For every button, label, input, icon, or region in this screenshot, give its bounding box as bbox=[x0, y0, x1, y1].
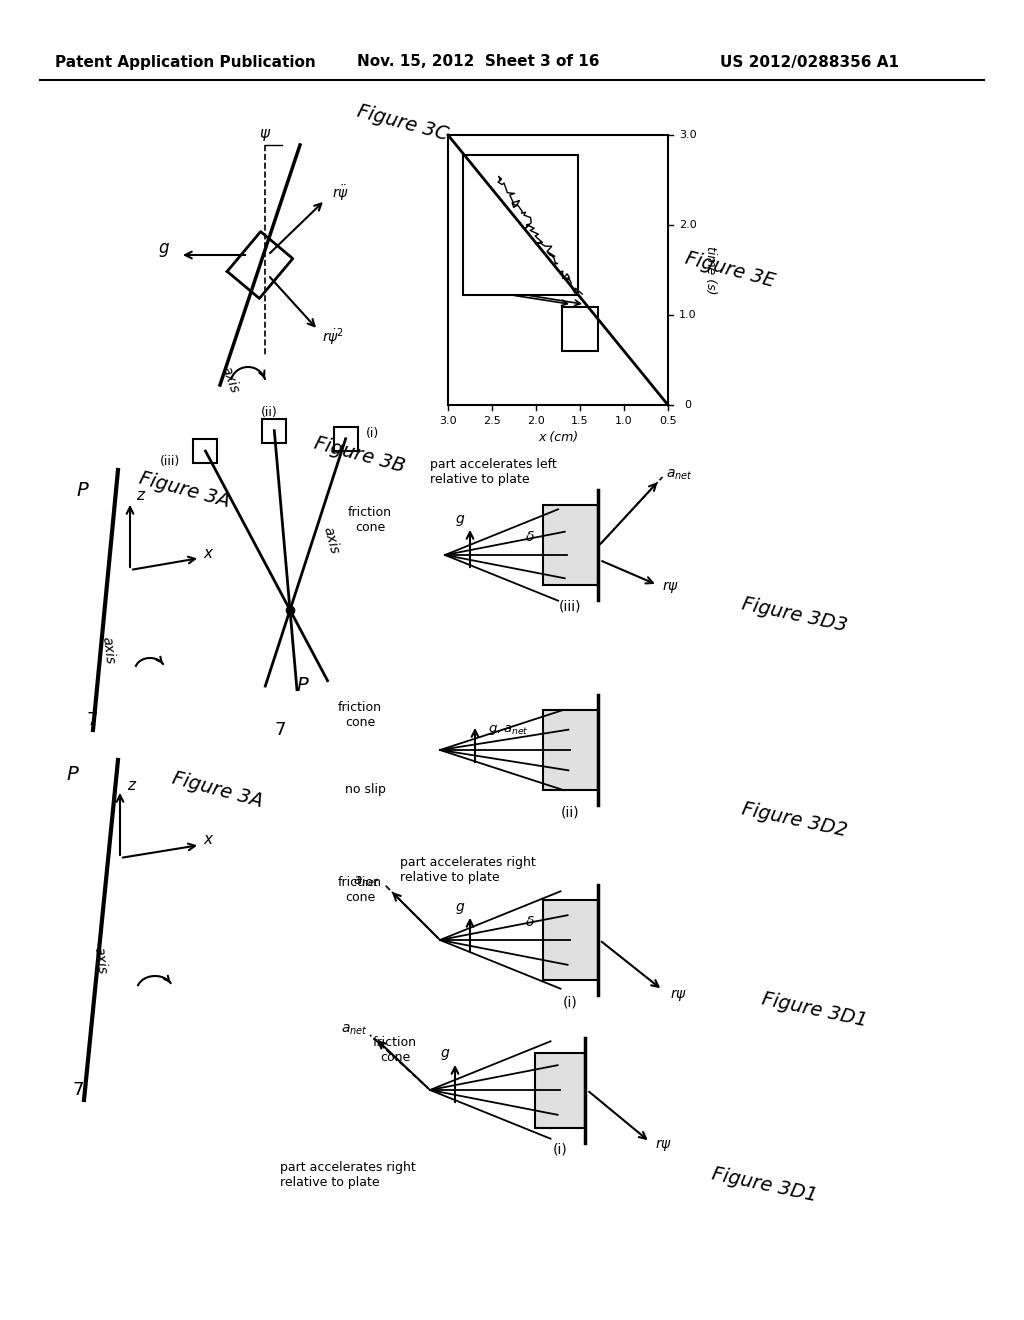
Polygon shape bbox=[543, 900, 597, 979]
Text: Figure 3B: Figure 3B bbox=[312, 434, 408, 477]
Text: P: P bbox=[297, 676, 308, 696]
Text: 0: 0 bbox=[684, 400, 691, 411]
Text: Figure 3D1: Figure 3D1 bbox=[710, 1164, 819, 1205]
Text: (iii): (iii) bbox=[559, 601, 582, 614]
Text: 2.0: 2.0 bbox=[679, 220, 697, 230]
Text: z: z bbox=[127, 777, 135, 792]
Text: 0.5: 0.5 bbox=[659, 416, 677, 426]
Text: $\delta$: $\delta$ bbox=[525, 915, 535, 929]
Text: axis: axis bbox=[99, 635, 117, 665]
Text: (ii): (ii) bbox=[261, 407, 278, 420]
Text: (i): (i) bbox=[366, 428, 379, 441]
Text: 2.0: 2.0 bbox=[527, 416, 545, 426]
Text: (i): (i) bbox=[562, 995, 578, 1008]
Text: 7: 7 bbox=[73, 1081, 84, 1100]
Text: x: x bbox=[204, 545, 213, 561]
Text: $\psi$: $\psi$ bbox=[259, 127, 271, 143]
Text: 2.5: 2.5 bbox=[483, 416, 501, 426]
Text: axis: axis bbox=[321, 525, 341, 556]
Text: $r\ddot{\psi}$: $r\ddot{\psi}$ bbox=[332, 183, 349, 203]
Polygon shape bbox=[535, 1052, 585, 1127]
Text: 7: 7 bbox=[86, 711, 97, 729]
Text: (ii): (ii) bbox=[561, 805, 580, 818]
Text: 3.0: 3.0 bbox=[439, 416, 457, 426]
Text: P: P bbox=[76, 480, 88, 499]
Text: axis: axis bbox=[91, 945, 109, 974]
Text: $r\psi$: $r\psi$ bbox=[655, 1137, 672, 1152]
Text: $r\psi$: $r\psi$ bbox=[670, 987, 686, 1003]
Text: $r\psi$: $r\psi$ bbox=[663, 579, 680, 595]
Text: axis: axis bbox=[219, 364, 242, 396]
Polygon shape bbox=[543, 710, 597, 789]
Text: $g$: $g$ bbox=[455, 900, 465, 916]
Text: Figure 3D3: Figure 3D3 bbox=[740, 594, 849, 635]
Text: Figure 3E: Figure 3E bbox=[683, 249, 777, 292]
Text: Figure 3C: Figure 3C bbox=[355, 102, 451, 144]
Text: Figure 3D1: Figure 3D1 bbox=[760, 990, 869, 1031]
Text: Figure 3A: Figure 3A bbox=[170, 768, 265, 812]
Text: $a_{net}$: $a_{net}$ bbox=[341, 1023, 368, 1038]
Text: z: z bbox=[136, 487, 144, 503]
Text: friction
cone: friction cone bbox=[338, 701, 382, 729]
Text: part accelerates right
relative to plate: part accelerates right relative to plate bbox=[400, 855, 536, 884]
Text: part accelerates left
relative to plate: part accelerates left relative to plate bbox=[430, 458, 557, 486]
Text: $r\dot{\psi}^2$: $r\dot{\psi}^2$ bbox=[322, 326, 344, 347]
Text: Figure 3D2: Figure 3D2 bbox=[740, 800, 849, 841]
Text: friction
cone: friction cone bbox=[373, 1036, 417, 1064]
Text: Patent Application Publication: Patent Application Publication bbox=[54, 54, 315, 70]
Text: (i): (i) bbox=[553, 1143, 567, 1156]
Text: part accelerates right
relative to plate: part accelerates right relative to plate bbox=[280, 1162, 416, 1189]
Text: (iii): (iii) bbox=[160, 454, 180, 467]
Text: $a_{net}$: $a_{net}$ bbox=[353, 875, 380, 890]
Polygon shape bbox=[543, 506, 597, 585]
Text: 1.5: 1.5 bbox=[571, 416, 589, 426]
Text: $g$: $g$ bbox=[440, 1048, 451, 1063]
Text: 1.0: 1.0 bbox=[615, 416, 633, 426]
Text: $g, a_{net}$: $g, a_{net}$ bbox=[488, 723, 528, 737]
Text: $a_{net}$: $a_{net}$ bbox=[666, 467, 692, 482]
Text: x: x bbox=[204, 833, 213, 847]
Text: friction
cone: friction cone bbox=[348, 506, 392, 535]
Text: 1.0: 1.0 bbox=[679, 310, 696, 319]
Text: Figure 3A: Figure 3A bbox=[137, 469, 232, 511]
Text: time (s): time (s) bbox=[703, 246, 717, 294]
Text: 3.0: 3.0 bbox=[679, 129, 696, 140]
Text: x (cm): x (cm) bbox=[538, 430, 579, 444]
Text: P: P bbox=[67, 766, 78, 784]
Text: US 2012/0288356 A1: US 2012/0288356 A1 bbox=[721, 54, 899, 70]
Text: no slip: no slip bbox=[344, 784, 385, 796]
Text: Nov. 15, 2012  Sheet 3 of 16: Nov. 15, 2012 Sheet 3 of 16 bbox=[356, 54, 599, 70]
Text: $\delta$: $\delta$ bbox=[525, 531, 535, 544]
Text: friction
cone: friction cone bbox=[338, 876, 382, 904]
Text: $g$: $g$ bbox=[158, 242, 170, 259]
Text: $g$: $g$ bbox=[455, 512, 465, 528]
Text: 7: 7 bbox=[274, 721, 286, 739]
